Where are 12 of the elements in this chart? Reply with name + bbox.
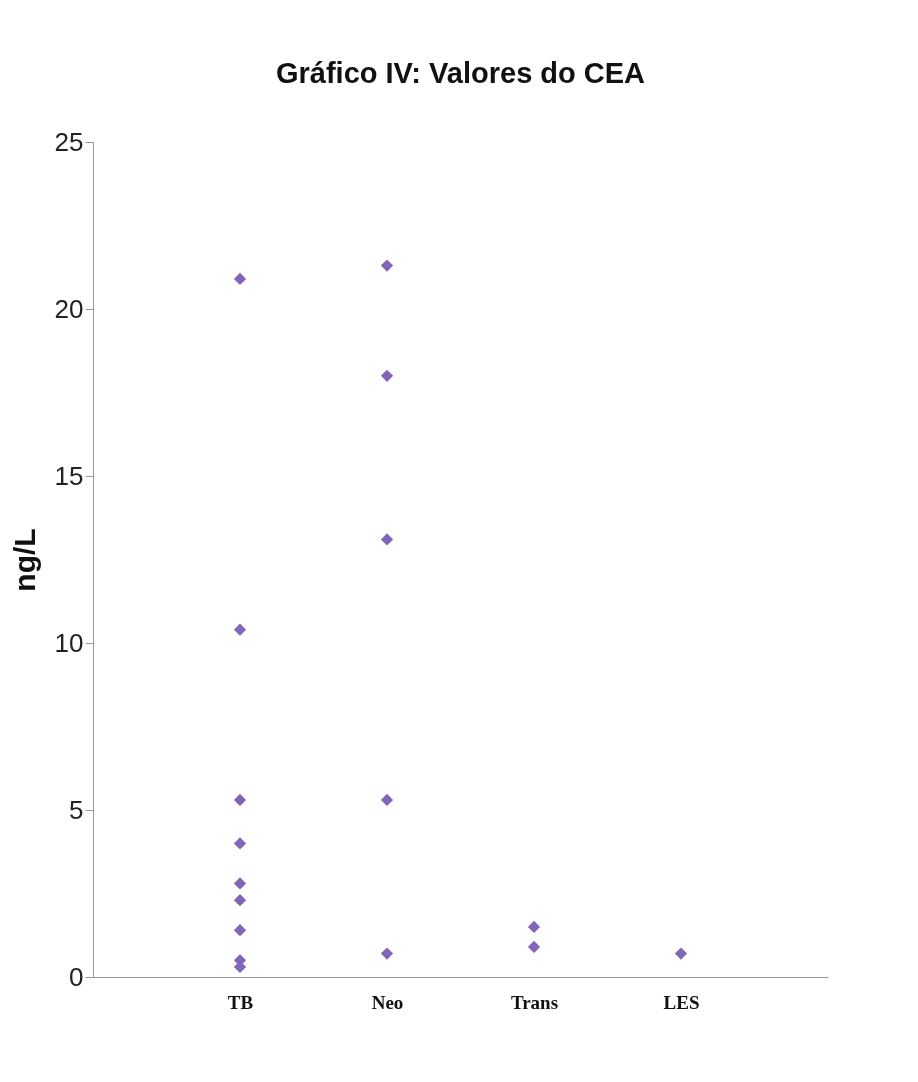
- y-axis-title: ng/L: [7, 528, 41, 592]
- y-tick-label: 0: [69, 961, 84, 992]
- x-tick-label: TB: [227, 991, 254, 1013]
- y-tick-label: 5: [69, 794, 84, 825]
- y-tick-label: 25: [54, 126, 84, 157]
- x-tick-label: LES: [663, 991, 700, 1013]
- chart-title: Gráfico IV: Valores do CEA: [275, 57, 646, 89]
- x-tick-label: Neo: [371, 991, 404, 1013]
- y-tick-label: 15: [54, 460, 84, 491]
- y-tick-label: 20: [54, 293, 84, 324]
- y-tick-label: 10: [54, 627, 84, 658]
- x-tick-label: Trans: [510, 991, 559, 1013]
